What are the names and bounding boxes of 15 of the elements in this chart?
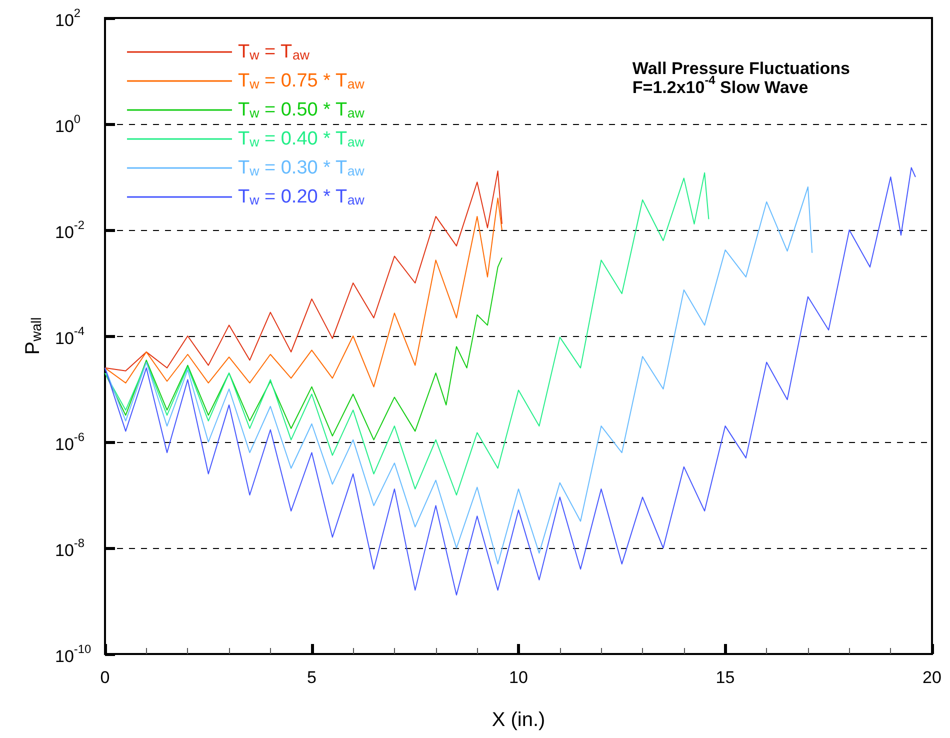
x-tick-label: 15 <box>716 668 735 688</box>
x-tick-label: 10 <box>509 668 528 688</box>
text: Tw = Taw <box>238 41 310 62</box>
text: Tw = 0.75 * Taw <box>238 70 365 92</box>
text: Tw = 0.40 * Taw <box>238 128 365 150</box>
y-axis-title: Pwall <box>22 317 44 355</box>
line-series <box>104 186 813 564</box>
x-axis-title: X (in.) <box>492 709 546 731</box>
x-tick-label: 20 <box>922 668 942 688</box>
line-series <box>104 257 502 440</box>
text: Tw = 0.30 * Taw <box>238 157 365 178</box>
text: Tw = 0.20 * Taw <box>238 186 365 208</box>
x-tick-label: 0 <box>100 668 110 688</box>
x-tick-label: 5 <box>307 668 316 688</box>
text: Tw = 0.50 * Taw <box>238 99 365 120</box>
